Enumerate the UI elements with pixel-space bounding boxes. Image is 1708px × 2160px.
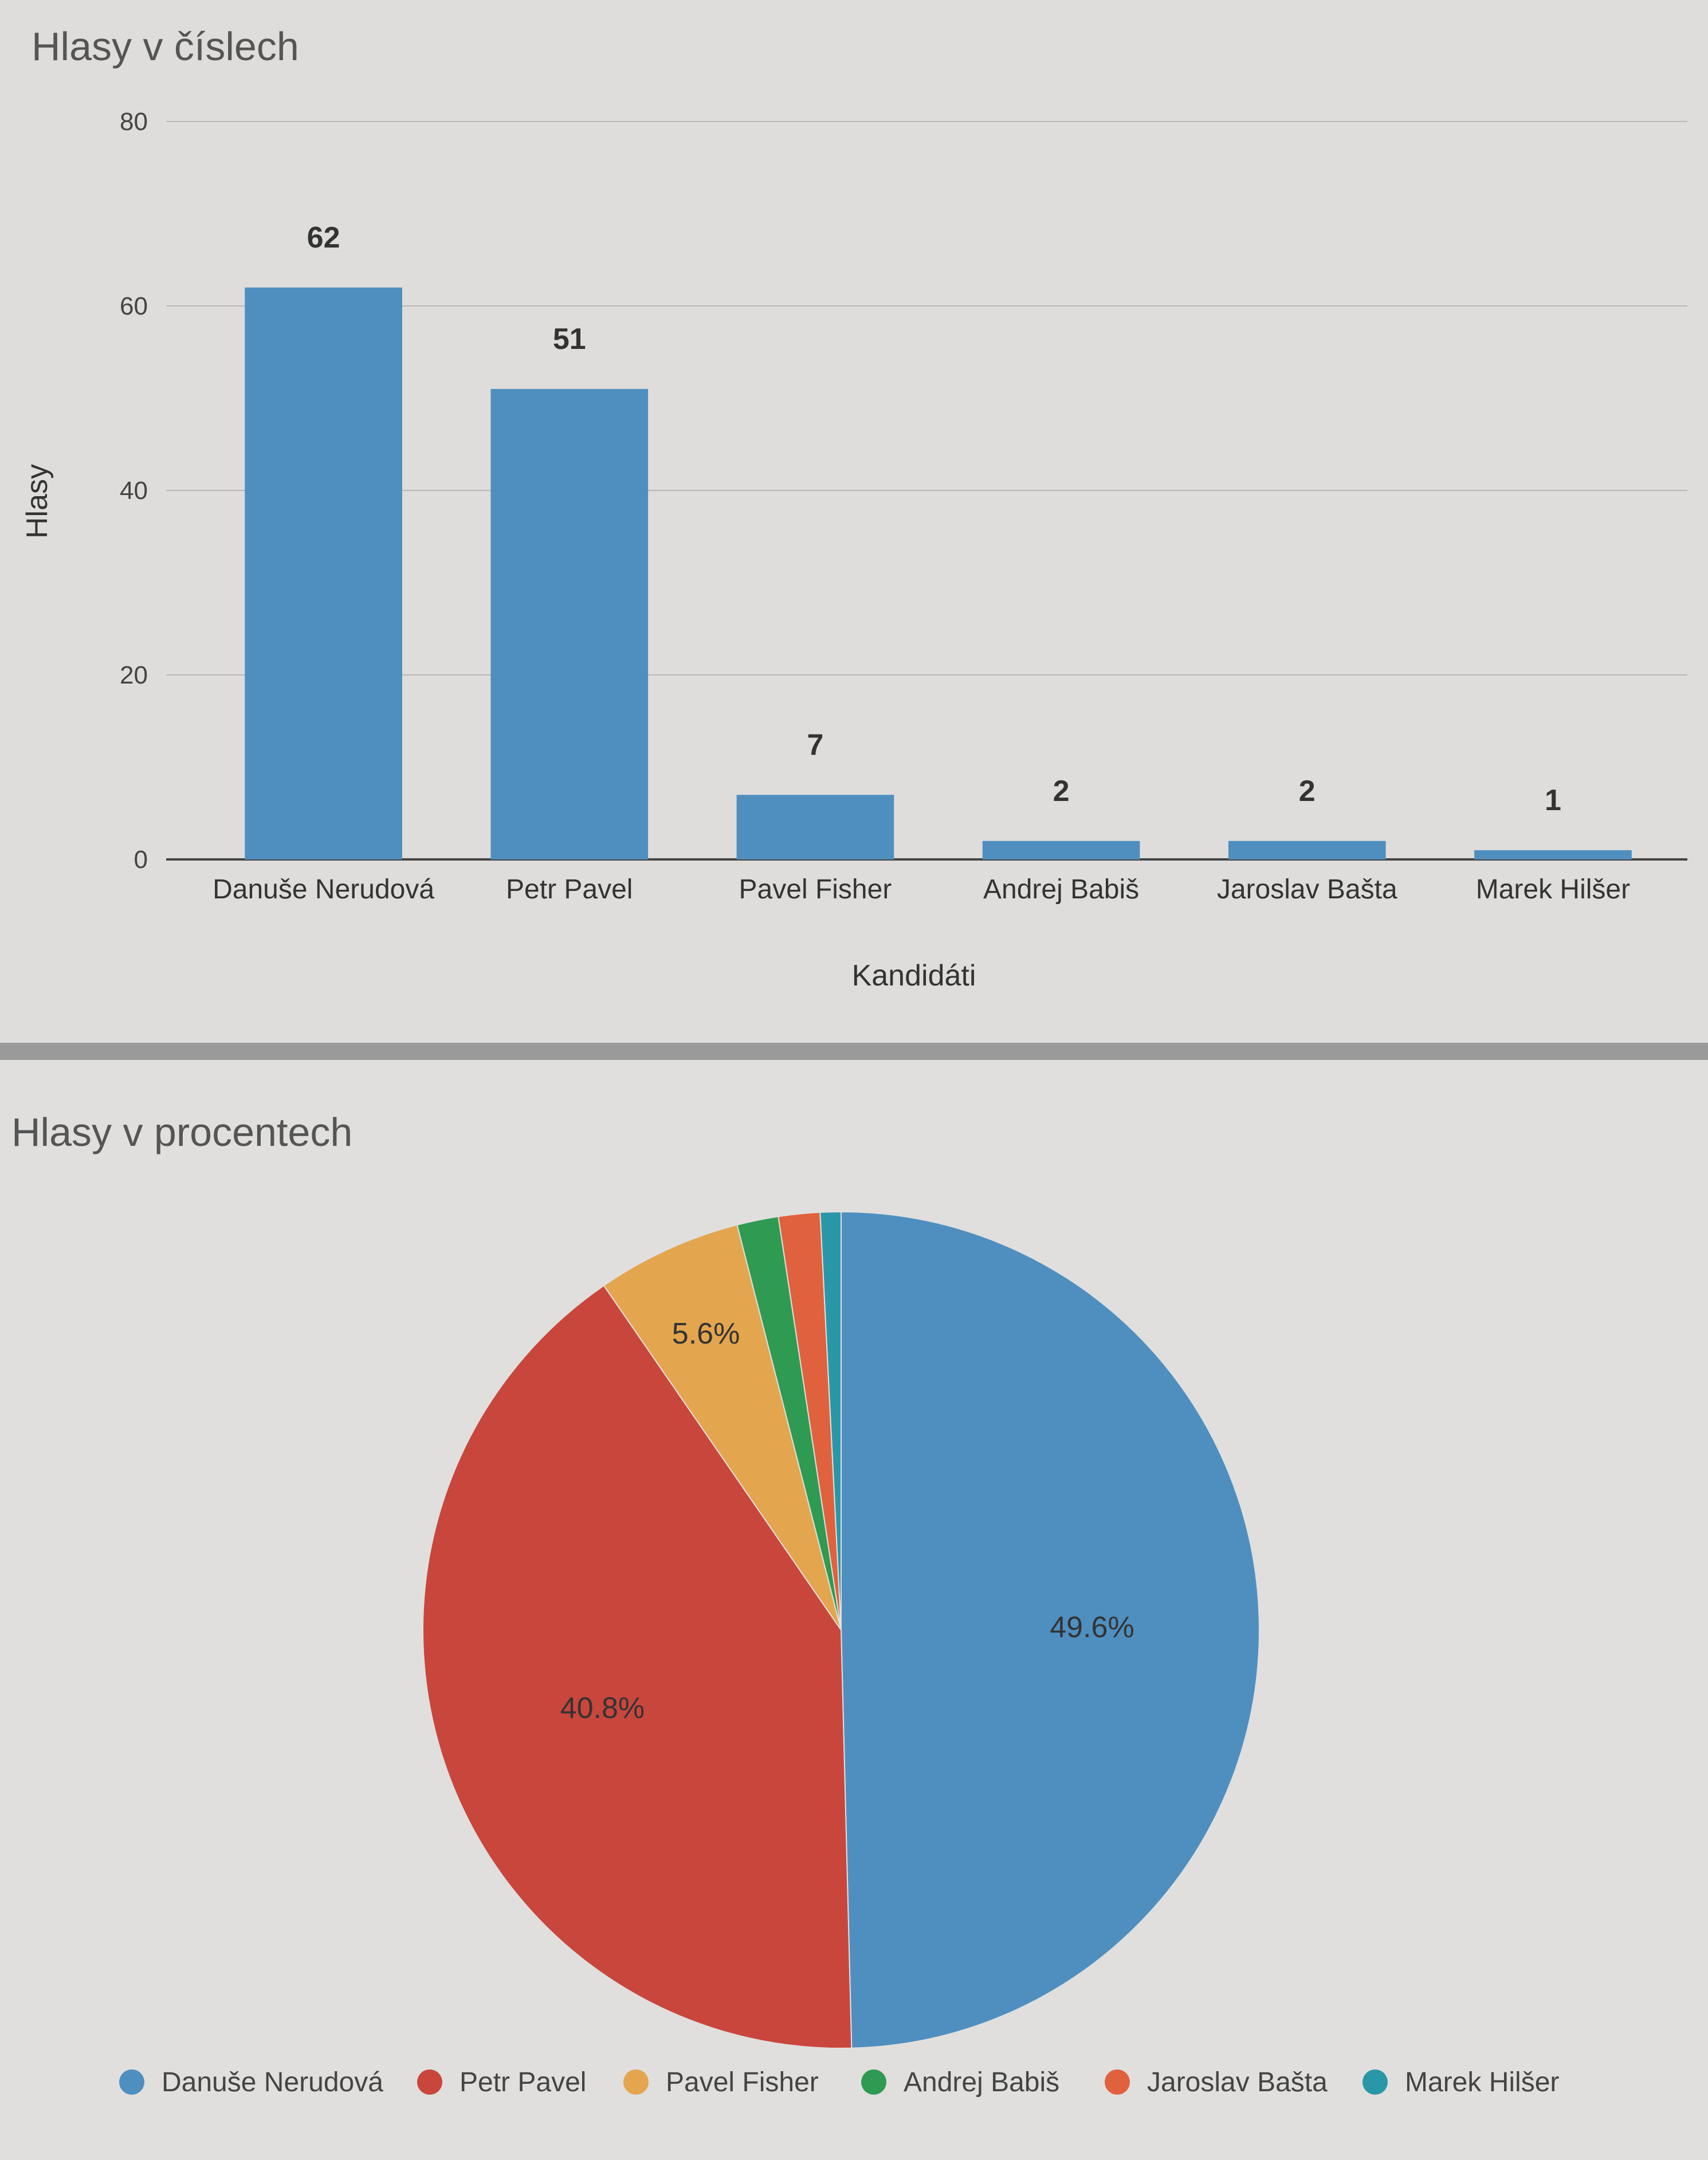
- legend-label: Pavel Fisher: [666, 2067, 819, 2098]
- bar-x-axis-title: Kandidáti: [852, 959, 976, 992]
- bar: [982, 841, 1140, 859]
- bar-data-label: 2: [1299, 775, 1316, 808]
- bar-category-label: Jaroslav Bašta: [1217, 874, 1397, 905]
- pie-slice-label: 49.6%: [1050, 1611, 1134, 1644]
- bar-data-label: 1: [1545, 784, 1561, 817]
- pie-slice-label: 40.8%: [560, 1691, 645, 1725]
- bar-data-label: 7: [807, 728, 823, 761]
- bar-data-label: 2: [1053, 775, 1070, 808]
- pie-slice-label: 5.6%: [672, 1317, 740, 1350]
- pie-slice-labels: 49.6% 40.8% 5.6%: [560, 1317, 1134, 1725]
- bar: [490, 388, 649, 859]
- bar-data-label: 51: [553, 323, 586, 356]
- bar: [1228, 841, 1386, 859]
- pie-slice: [603, 1224, 842, 1631]
- pie-chart: Hlasy v procentech 49.6% 40.8% 5.6% Danuše…: [11, 1110, 1559, 2098]
- bar-gridlines: [166, 121, 1687, 861]
- bar-chart-title: Hlasy v číslech: [32, 24, 299, 69]
- bar-chart-panel: Hlasy v číslech 0 20 40 60 80 62 51 7 2 2 1 Danuš…: [0, 0, 1708, 1043]
- bar-y-ticks: 0 20 40 60 80: [120, 108, 148, 874]
- legend-label: Petr Pavel: [460, 2067, 586, 2098]
- legend-swatch: [417, 2069, 442, 2095]
- bar-data-labels: 62 51 7 2 2 1: [307, 221, 1561, 817]
- legend-swatch: [861, 2069, 886, 2095]
- bar: [736, 795, 894, 859]
- bar-category-label: Pavel Fisher: [739, 874, 892, 905]
- bar-y-tick-label: 40: [120, 477, 148, 505]
- bar-y-tick-label: 60: [120, 292, 148, 320]
- legend-label: Danuše Nerudová: [162, 2067, 383, 2098]
- bar-data-label: 62: [307, 221, 340, 254]
- bar-category-label: Andrej Babiš: [983, 874, 1139, 905]
- bar: [245, 287, 402, 859]
- bar-chart: Hlasy v číslech 0 20 40 60 80 62 51 7 2 2 1 Danuš…: [21, 24, 1687, 992]
- bar-category-label: Petr Pavel: [506, 874, 633, 905]
- pie-slice: [422, 1285, 853, 2049]
- legend-label: Andrej Babiš: [904, 2067, 1059, 2098]
- bar-y-tick-label: 80: [120, 108, 148, 136]
- bar-y-axis-title: Hlasy: [21, 464, 54, 539]
- pie-slice: [841, 1211, 1260, 2049]
- legend-swatch: [1363, 2069, 1388, 2095]
- bar-y-tick-label: 20: [120, 661, 148, 689]
- bar-y-tick-label: 0: [134, 846, 148, 874]
- legend-swatch: [119, 2069, 144, 2095]
- bar-category-label: Danuše Nerudová: [213, 874, 434, 905]
- legend-swatch: [623, 2069, 649, 2095]
- bar-series: [245, 287, 1632, 859]
- pie-slice: [819, 1211, 842, 1631]
- legend-label: Marek Hilšer: [1405, 2067, 1559, 2098]
- pie-chart-panel: Hlasy v procentech 49.6% 40.8% 5.6% Danuše…: [0, 1060, 1708, 2160]
- legend-swatch: [1105, 2069, 1130, 2095]
- pie-chart-title: Hlasy v procentech: [11, 1110, 352, 1154]
- bar: [1474, 850, 1632, 859]
- pie-legend: Danuše Nerudová Petr Pavel Pavel Fisher And…: [119, 2067, 1559, 2098]
- divider: [0, 1043, 1708, 1060]
- pie-slices: [422, 1211, 1260, 2049]
- legend-label: Jaroslav Bašta: [1147, 2067, 1328, 2098]
- bar-category-label: Marek Hilšer: [1476, 874, 1630, 905]
- bar-category-labels: Danuše Nerudová Petr Pavel Pavel Fisher And…: [213, 874, 1630, 905]
